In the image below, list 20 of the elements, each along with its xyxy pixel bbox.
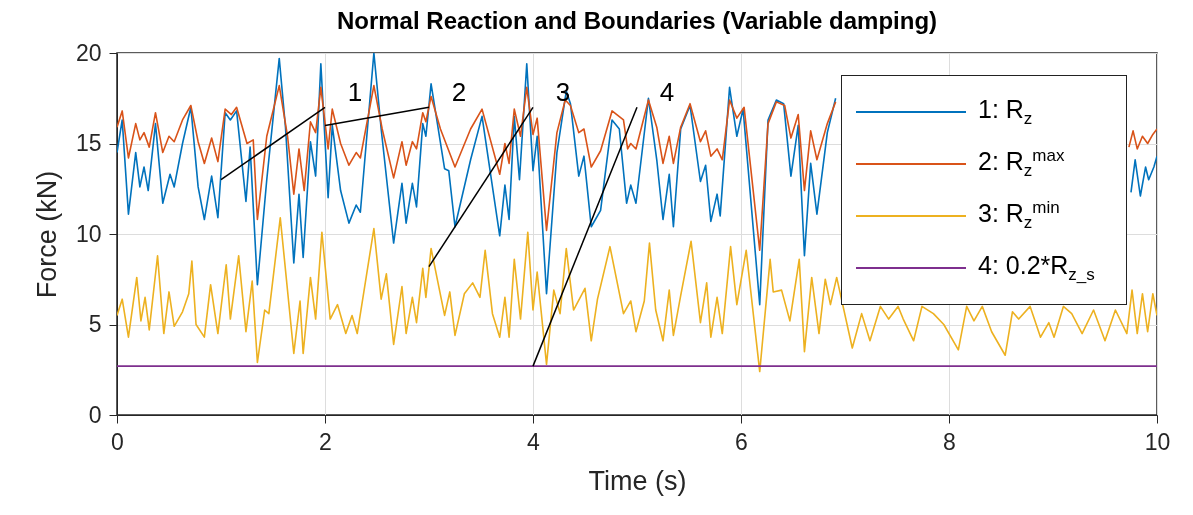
y-tick-label: 0 [88,401,102,428]
y-tick-label: 15 [75,130,102,156]
y-tick-label: 5 [88,311,102,337]
annotation: 3 [555,77,571,108]
x-tick-label: 2 [319,428,332,455]
x-tick-label: 10 [1144,428,1171,455]
legend-label: 4: 0.2*R$_{z_s}$ [978,251,1095,285]
x-tick-label: 0 [111,428,124,455]
x-tick-label: 6 [735,428,748,455]
y-tick-label: 20 [75,39,102,66]
x-axis-title: Time (s) [588,465,687,496]
x-tick-label: 4 [527,428,541,455]
chart-title: Normal Reaction and Boundaries (Variable damping) [336,7,938,34]
x-tick-label: 8 [943,428,956,455]
y-tick-label: 10 [75,220,102,247]
annotation: 4 [659,77,675,108]
y-axis-title: Force (kN) [31,170,62,299]
legend-label: 1: R$_{z}$ [978,95,1033,129]
annotation: 1 [347,77,363,108]
annotation: 2 [451,77,467,108]
